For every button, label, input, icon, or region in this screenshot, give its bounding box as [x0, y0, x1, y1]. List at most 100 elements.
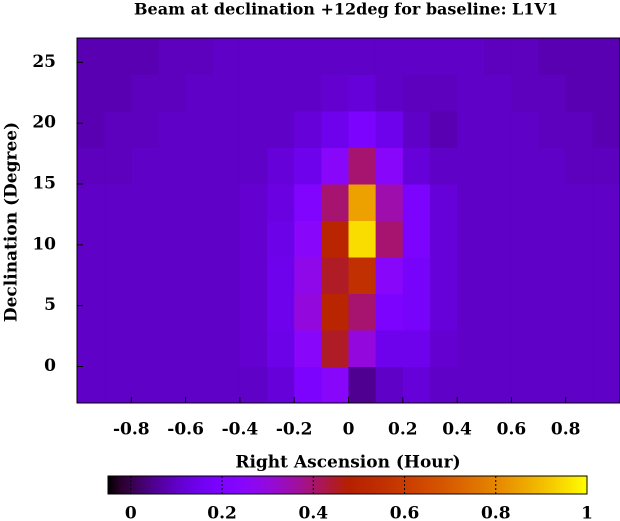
heatmap-cell	[131, 257, 159, 294]
heatmap-cell	[375, 366, 404, 404]
heatmap-cell	[592, 147, 620, 185]
heatmap-cell	[321, 74, 349, 112]
heatmap-cell	[402, 293, 431, 331]
heatmap-cell	[375, 293, 404, 331]
heatmap-cell	[158, 147, 187, 185]
heatmap-cell	[104, 330, 132, 367]
heatmap	[77, 38, 620, 404]
heatmap-cell	[538, 38, 567, 75]
heatmap-cell	[294, 74, 322, 112]
heatmap-cell	[185, 147, 214, 185]
heatmap-cell	[321, 38, 349, 75]
heatmap-cell	[158, 74, 187, 112]
heatmap-cell	[565, 74, 594, 112]
heatmap-cell	[294, 257, 322, 294]
heatmap-cell	[104, 147, 132, 185]
heatmap-cell	[538, 147, 567, 185]
heatmap-cell	[538, 184, 567, 221]
heatmap-cell	[185, 111, 214, 148]
heatmap-cell	[239, 366, 268, 404]
heatmap-cell	[212, 366, 241, 404]
heatmap-cell	[212, 330, 241, 367]
x-tick-label: 0	[343, 420, 355, 440]
heatmap-cell	[294, 147, 322, 185]
heatmap-cell	[131, 293, 159, 331]
heatmap-cell	[239, 38, 268, 75]
heatmap-cell	[375, 257, 404, 294]
heatmap-cell	[267, 366, 295, 404]
heatmap-cell	[592, 220, 620, 258]
heatmap-cell	[592, 111, 620, 148]
heatmap-cell	[239, 257, 268, 294]
heatmap-cell	[212, 293, 241, 331]
heatmap-cell	[185, 220, 214, 258]
heatmap-cell	[565, 38, 594, 75]
heatmap-cell	[457, 184, 485, 221]
heatmap-cell	[592, 184, 620, 221]
heatmap-cell	[321, 220, 349, 258]
heatmap-cell	[565, 257, 594, 294]
heatmap-cell	[429, 147, 458, 185]
heatmap-cell	[375, 147, 404, 185]
heatmap-cell	[77, 111, 105, 148]
heatmap-cell	[77, 38, 105, 75]
heatmap-cell	[375, 74, 404, 112]
heatmap-cell	[565, 330, 594, 367]
heatmap-cell	[239, 184, 268, 221]
heatmap-cell	[402, 366, 431, 404]
heatmap-cell	[429, 293, 458, 331]
heatmap-cell	[104, 184, 132, 221]
heatmap-cell	[348, 366, 377, 404]
heatmap-cell	[484, 220, 512, 258]
x-tick-label: -0.6	[167, 420, 204, 440]
heatmap-cell	[457, 38, 485, 75]
heatmap-cell	[484, 257, 512, 294]
heatmap-cell	[77, 74, 105, 112]
heatmap-cell	[158, 257, 187, 294]
heatmap-cell	[267, 184, 295, 221]
heatmap-cell	[294, 220, 322, 258]
heatmap-cell	[565, 111, 594, 148]
heatmap-cell	[457, 257, 485, 294]
heatmap-cell	[484, 38, 512, 75]
heatmap-cell	[77, 330, 105, 367]
heatmap-cell	[212, 38, 241, 75]
heatmap-cell	[131, 366, 159, 404]
heatmap-cell	[402, 184, 431, 221]
heatmap-cell	[321, 147, 349, 185]
x-tick-label: -0.8	[113, 420, 150, 440]
heatmap-cell	[131, 38, 159, 75]
y-tick-label: 15	[32, 174, 56, 194]
x-tick-label: 0.2	[388, 420, 418, 440]
heatmap-cell	[77, 293, 105, 331]
x-tick-label: 0.6	[497, 420, 527, 440]
heatmap-cell	[511, 147, 540, 185]
heatmap-cell	[348, 184, 377, 221]
heatmap-cell	[267, 74, 295, 112]
heatmap-cell	[592, 74, 620, 112]
heatmap-cell	[484, 74, 512, 112]
heatmap-cell	[294, 38, 322, 75]
heatmap-cell	[538, 293, 567, 331]
heatmap-cell	[131, 147, 159, 185]
heatmap-cell	[77, 366, 105, 404]
heatmap-cell	[104, 38, 132, 75]
heatmap-cell	[158, 293, 187, 331]
heatmap-cell	[565, 184, 594, 221]
heatmap-cell	[321, 366, 349, 404]
heatmap-cell	[294, 293, 322, 331]
heatmap-cell	[402, 147, 431, 185]
y-tick-label: 25	[32, 52, 56, 72]
heatmap-cell	[212, 257, 241, 294]
heatmap-cell	[158, 111, 187, 148]
heatmap-cell	[538, 111, 567, 148]
heatmap-cell	[185, 257, 214, 294]
heatmap-cell	[267, 330, 295, 367]
heatmap-cell	[429, 38, 458, 75]
heatmap-cell	[104, 220, 132, 258]
heatmap-cell	[511, 366, 540, 404]
heatmap-cell	[185, 184, 214, 221]
heatmap-cell	[429, 184, 458, 221]
y-tick-label: 20	[32, 113, 56, 133]
colorbar-tick-label: 0	[125, 504, 137, 521]
